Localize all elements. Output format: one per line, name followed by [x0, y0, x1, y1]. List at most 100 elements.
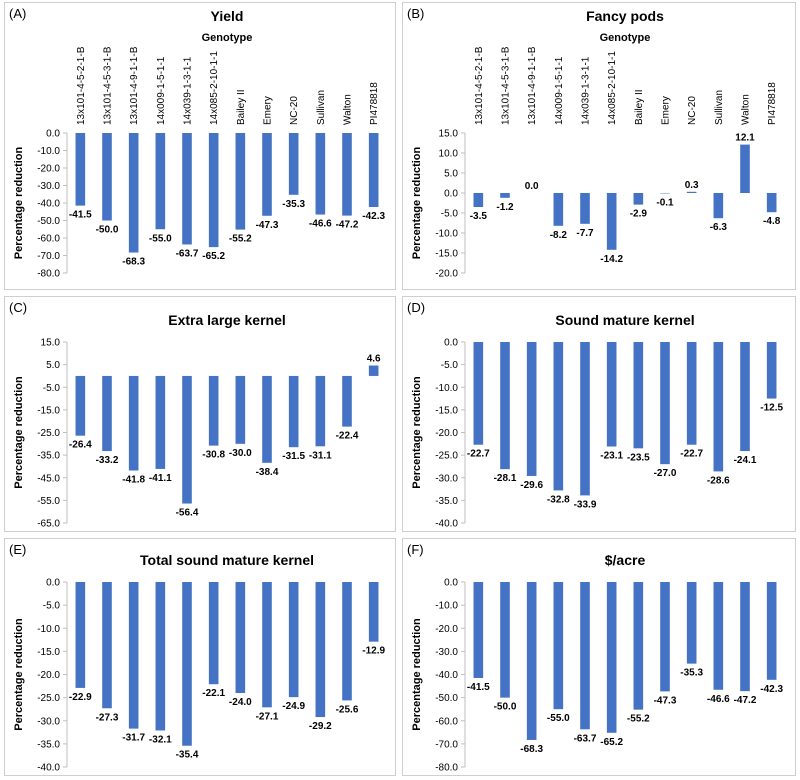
bar [102, 133, 112, 221]
data-label: -8.2 [550, 230, 568, 241]
data-label: -63.7 [574, 733, 597, 744]
panel-label-c: (C) [9, 300, 28, 315]
data-label: -1.2 [496, 202, 514, 213]
data-label: -55.2 [627, 714, 650, 725]
category-label: Bailey II [236, 89, 247, 125]
data-label: -41.8 [122, 475, 145, 486]
data-label: -50.0 [494, 702, 517, 713]
chart-title-b: Fancy pods [586, 8, 664, 24]
category-label: 14x009-1-5-1-1 [554, 56, 565, 125]
y-tick-label: -80.0 [37, 269, 60, 280]
data-label: -27.3 [96, 712, 119, 723]
category-label: 14x085-2-10-1-1 [607, 51, 618, 125]
bar [235, 133, 246, 230]
y-tick-label: -30.0 [37, 181, 60, 192]
bar [75, 375, 86, 436]
y-tick-label: -35.0 [37, 451, 60, 462]
bar [342, 375, 352, 427]
bar [342, 582, 352, 701]
chart-f: $/acre Percentage reduction 0.0 -10.0 -20.0 -… [411, 552, 783, 774]
y-tick-label: -20.0 [435, 269, 458, 280]
data-label: -30.0 [229, 448, 252, 459]
data-label: -24.1 [734, 455, 757, 466]
data-label: -4.8 [763, 216, 781, 227]
bar [473, 342, 484, 445]
data-label: -35.3 [680, 668, 703, 679]
data-label: -41.1 [149, 473, 172, 484]
y-tick-label: -5.0 [441, 209, 459, 220]
data-label: -22.7 [680, 449, 703, 460]
bar [102, 375, 112, 452]
y-tick-label: -45.0 [37, 473, 60, 484]
bar [262, 375, 272, 463]
bar [580, 193, 590, 224]
category-label: 13x101-4-5-2-1-B [474, 46, 485, 125]
data-label: -6.3 [710, 222, 728, 233]
chart-subtitle-b: Genotype [600, 32, 651, 44]
y-tick-label: -15.0 [37, 405, 60, 416]
chart-panel-a: (A) Yield Genotype Percentage reduction 0.0… [4, 2, 396, 290]
y-tick-label: -15.0 [37, 647, 60, 658]
bar [526, 342, 537, 476]
y-tick-label: -35.0 [435, 496, 458, 507]
bar [713, 582, 724, 690]
chart-subtitle-a: Genotype [202, 32, 253, 44]
bar [182, 582, 192, 746]
bar [606, 582, 617, 733]
data-label: -55.0 [149, 233, 172, 244]
data-label: -32.8 [547, 494, 570, 505]
bar [633, 193, 644, 205]
bar [553, 193, 564, 226]
bar [686, 342, 697, 445]
y-tick-label: -40.0 [435, 670, 458, 681]
data-label: -12.5 [760, 403, 783, 414]
bar [235, 375, 246, 444]
y-tick-label: -35.0 [37, 739, 60, 750]
data-label: -56.4 [176, 508, 199, 519]
chart-panel-e: (E) Total sound mature kernel Percentage … [4, 538, 396, 776]
data-label: -22.9 [69, 692, 92, 703]
bar [473, 582, 484, 678]
panel-label-d: (D) [407, 300, 426, 315]
y-tick-label: -10.0 [435, 601, 458, 612]
data-label: -3.5 [470, 211, 488, 222]
category-label: 14x039-1-3-1-1 [183, 56, 194, 125]
y-tick-label: -20.0 [37, 670, 60, 681]
y-tick-label: 0.0 [444, 189, 458, 200]
bar [75, 582, 86, 688]
bar [155, 375, 166, 469]
bar [288, 582, 299, 698]
y-tick-label: -15.0 [435, 249, 458, 260]
data-label: -68.3 [122, 257, 145, 268]
bar [740, 342, 750, 452]
y-tick-label: 10.0 [439, 149, 459, 160]
data-label: 4.6 [367, 354, 381, 365]
y-tick-label: -50.0 [435, 693, 458, 704]
bar [155, 133, 166, 230]
category-label: Emery [263, 96, 274, 125]
bar [368, 133, 379, 208]
data-label: -55.2 [229, 234, 252, 245]
data-label: -23.5 [627, 452, 650, 463]
bar [288, 375, 299, 448]
panel-label-e: (E) [9, 542, 27, 557]
bar [368, 582, 379, 642]
bar [633, 582, 644, 710]
data-label: -30.8 [202, 450, 225, 461]
y-tick-label: -40.0 [37, 199, 60, 210]
bar [606, 342, 617, 447]
bar [128, 375, 139, 471]
y-tick-label: -30.0 [435, 473, 458, 484]
panel-label-a: (A) [9, 6, 27, 21]
data-label: -27.0 [654, 468, 677, 479]
bar [288, 133, 299, 195]
category-label: 13x101-4-5-3-1-B [501, 46, 512, 125]
chart-d: Sound mature kernel Percentage reduction 0… [411, 312, 783, 530]
y-tick-label: 15.0 [439, 129, 459, 140]
bar [660, 582, 670, 692]
y-tick-label: 0.0 [46, 129, 60, 140]
data-label: -41.5 [467, 682, 490, 693]
category-label: 14x009-1-5-1-1 [156, 56, 167, 125]
data-label: -31.7 [122, 733, 145, 744]
chart-a: Yield Genotype Percentage reduction 0.0 -10.… [13, 8, 385, 280]
